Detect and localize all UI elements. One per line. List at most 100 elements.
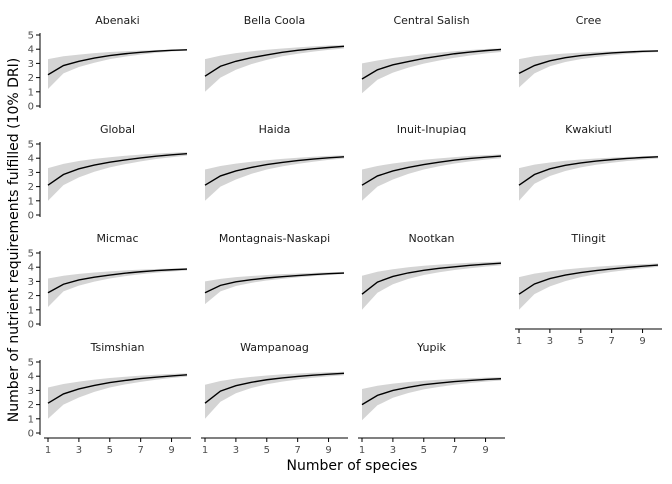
panel-montagnais-naskapi: Montagnais-Naskapi	[204, 232, 345, 305]
panel-title: Tlingit	[570, 232, 606, 245]
mean-line	[204, 272, 345, 294]
mean-line	[47, 49, 188, 76]
mean-line	[204, 45, 345, 77]
mean-line	[518, 50, 659, 74]
panel-wampanoag: Wampanoag 1 3 5 7 9	[201, 341, 348, 456]
ribbon-band	[519, 263, 658, 310]
y-tick-label: 3	[28, 386, 34, 397]
x-tick-label: 9	[639, 336, 645, 347]
y-tick-label: 5	[28, 140, 34, 151]
y-tick-label: 4	[28, 263, 34, 274]
x-tick-label: 3	[76, 445, 82, 456]
mean-line	[204, 372, 345, 404]
x-tick-label: 5	[421, 445, 427, 456]
ribbon-band	[48, 268, 187, 307]
panel-title: Tsimshian	[90, 341, 145, 354]
panel-title: Global	[100, 123, 135, 136]
y-tick-label: 2	[28, 400, 34, 411]
y-tick-label: 4	[28, 45, 34, 56]
x-tick-label: 7	[137, 445, 143, 456]
y-axis-label: Number of nutrient requirements fulfille…	[6, 57, 22, 423]
panel-haida: Haida	[204, 123, 345, 201]
x-tick-label: 5	[107, 445, 113, 456]
ribbon-band	[48, 152, 187, 201]
mean-line	[361, 48, 502, 80]
panel-title: Central Salish	[393, 14, 469, 27]
y-tick-label: 4	[28, 372, 34, 383]
x-axis-label: Number of species	[286, 458, 418, 474]
mean-line	[361, 378, 502, 406]
panel-central-salish: Central Salish	[361, 14, 502, 94]
y-tick-label: 4	[28, 154, 34, 165]
y-tick-label: 2	[28, 291, 34, 302]
x-tick-label: 3	[547, 336, 553, 347]
y-tick-label: 2	[28, 73, 34, 84]
y-tick-label: 0	[28, 320, 34, 331]
ribbon-band	[519, 155, 658, 201]
x-tick-label: 9	[168, 445, 174, 456]
ribbon-band	[205, 271, 344, 305]
ribbon-band	[519, 50, 658, 88]
panel-title: Montagnais-Naskapi	[219, 232, 330, 245]
panel-title: Cree	[576, 14, 602, 27]
ribbon-band	[48, 49, 187, 89]
panel-inuit-inupiaq: Inuit-Inupiaq	[361, 123, 502, 201]
y-tick-label: 1	[28, 87, 34, 98]
panel-tlingit: Tlingit 1 3 5 7 9	[515, 232, 662, 347]
y-tick-label: 5	[28, 249, 34, 260]
panel-title: Kwakiutl	[565, 123, 612, 136]
ribbon-band	[362, 48, 501, 94]
mean-line	[47, 268, 188, 294]
x-tick-label: 3	[233, 445, 239, 456]
panel-title: Yupik	[416, 341, 446, 354]
panel-global: Global 0 1 2 3 4 5	[28, 123, 188, 222]
y-tick-label: 1	[28, 414, 34, 425]
panel-nootkan: Nootkan	[361, 232, 502, 310]
ribbon-band	[205, 155, 344, 201]
ribbon-band	[362, 261, 501, 310]
y-tick-label: 0	[28, 211, 34, 222]
mean-line	[204, 156, 345, 186]
y-tick-label: 3	[28, 277, 34, 288]
panel-title: Bella Coola	[244, 14, 306, 27]
y-tick-label: 5	[28, 31, 34, 42]
panel-title: Haida	[259, 123, 291, 136]
y-tick-label: 5	[28, 358, 34, 369]
x-tick-label: 7	[294, 445, 300, 456]
panel-abenaki: Abenaki 0 1 2 3 4 5	[28, 14, 188, 113]
mean-line	[361, 155, 502, 186]
x-tick-label: 1	[359, 445, 365, 456]
x-tick-label: 7	[608, 336, 614, 347]
panel-title: Abenaki	[95, 14, 139, 27]
panel-kwakiutl: Kwakiutl	[518, 123, 659, 201]
y-tick-label: 3	[28, 168, 34, 179]
y-tick-label: 0	[28, 102, 34, 113]
x-tick-label: 3	[390, 445, 396, 456]
panel-title: Wampanoag	[240, 341, 309, 354]
ribbon-band	[362, 377, 501, 421]
ribbon-band	[362, 154, 501, 201]
y-tick-label: 0	[28, 429, 34, 440]
panel-micmac: Micmac 0 1 2 3 4 5	[28, 232, 188, 331]
mean-line	[47, 374, 188, 404]
y-tick-label: 3	[28, 59, 34, 70]
y-tick-label: 1	[28, 196, 34, 207]
ribbon-band	[48, 373, 187, 419]
panel-title: Nootkan	[409, 232, 455, 245]
mean-line	[47, 152, 188, 186]
panel-cree: Cree	[518, 14, 659, 88]
mean-line	[361, 262, 502, 295]
x-tick-label: 5	[264, 445, 270, 456]
panel-title: Micmac	[96, 232, 138, 245]
y-tick-label: 2	[28, 182, 34, 193]
x-tick-label: 1	[202, 445, 208, 456]
mean-line	[518, 156, 659, 186]
x-tick-label: 7	[451, 445, 457, 456]
x-tick-label: 5	[578, 336, 584, 347]
x-tick-label: 9	[482, 445, 488, 456]
panel-bella-coola: Bella Coola	[204, 14, 345, 92]
ribbon-band	[205, 371, 344, 419]
x-tick-label: 1	[45, 445, 51, 456]
